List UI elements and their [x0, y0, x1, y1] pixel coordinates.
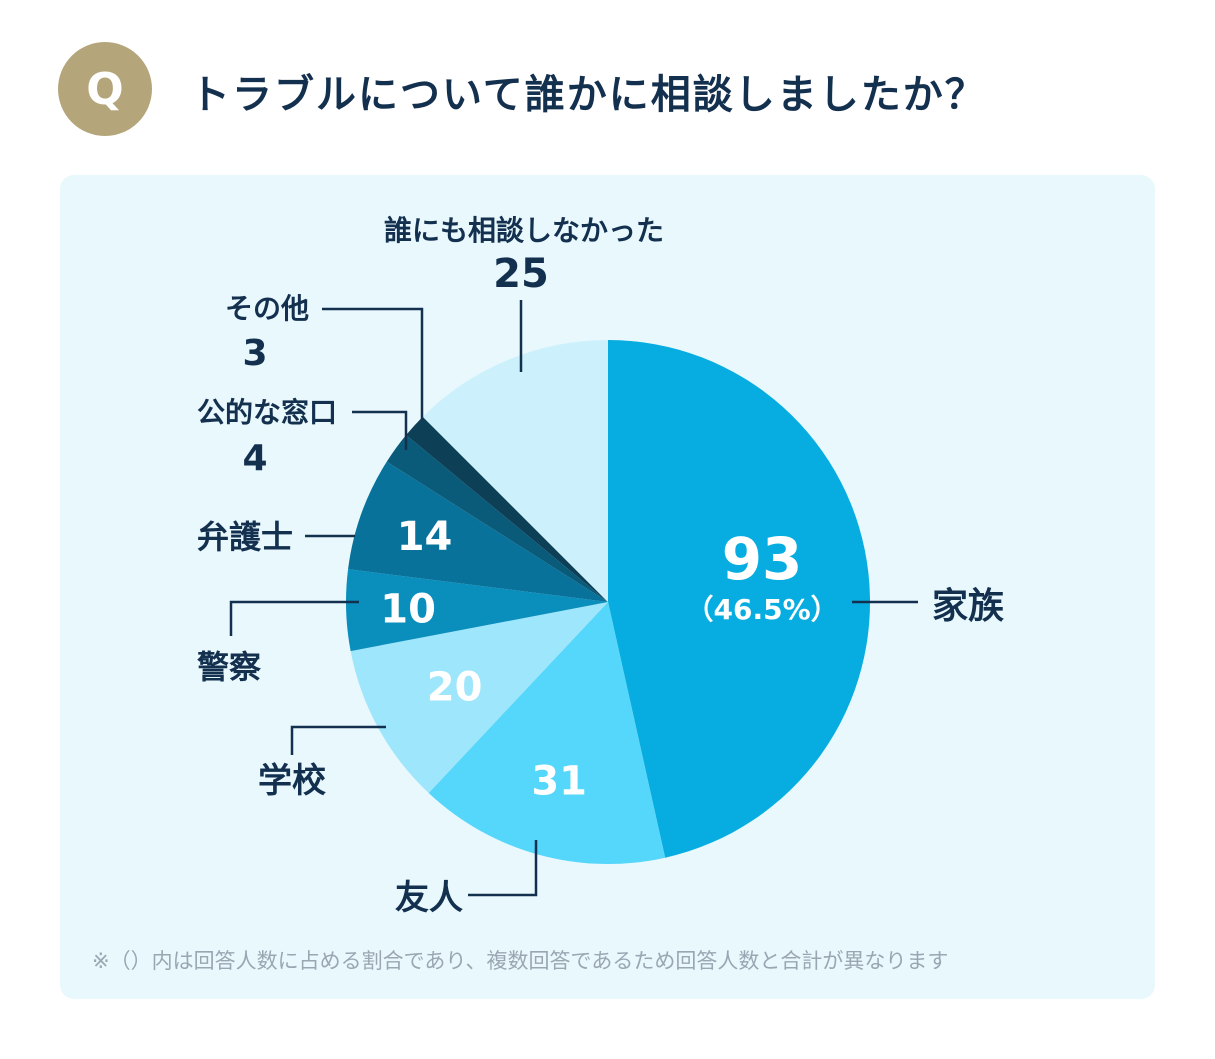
- leader-line-7: [322, 307, 424, 420]
- pie-slice-1: [608, 340, 870, 858]
- pie-slice-3: [350, 602, 608, 793]
- question-badge: Q: [58, 42, 152, 136]
- percent-label-1: （46.5%）: [685, 593, 838, 626]
- category-label-3: 学校: [258, 761, 326, 801]
- value-label-7: 3: [242, 333, 267, 374]
- pie-slice-2: [428, 602, 666, 864]
- pie-slice-8: [422, 340, 608, 602]
- pie-slice-6: [386, 434, 608, 602]
- value-label-5: 14: [397, 514, 453, 560]
- value-label-4: 10: [380, 586, 436, 632]
- category-label-5: 弁護士: [197, 518, 293, 556]
- value-label-1: 93: [722, 525, 803, 593]
- value-label-8: 25: [493, 251, 549, 297]
- page-title: トラブルについて誰かに相談しましたか？: [190, 72, 987, 118]
- pie-slice-7: [406, 416, 608, 602]
- category-label-8: 誰にも相談しなかった: [384, 214, 664, 247]
- pie-slice-4: [345, 569, 608, 652]
- leader-line-3: [290, 725, 386, 755]
- category-label-1: 家族: [932, 586, 1004, 627]
- pie-slice-5: [348, 461, 608, 602]
- value-label-3: 20: [427, 664, 483, 710]
- category-label-7: その他: [225, 292, 309, 325]
- footnote: ※（）内は回答人数に占める割合であり、複数回答であるため回答人数と合計が異なりま…: [92, 949, 949, 973]
- leader-line-4: [229, 600, 359, 636]
- value-label-6: 4: [242, 438, 267, 479]
- category-label-6: 公的な窓口: [197, 396, 337, 429]
- category-label-4: 警察: [197, 648, 261, 686]
- category-label-2: 友人: [395, 878, 463, 918]
- leader-line-6: [352, 410, 408, 450]
- value-label-2: 31: [531, 758, 587, 804]
- leader-line-2: [468, 840, 538, 897]
